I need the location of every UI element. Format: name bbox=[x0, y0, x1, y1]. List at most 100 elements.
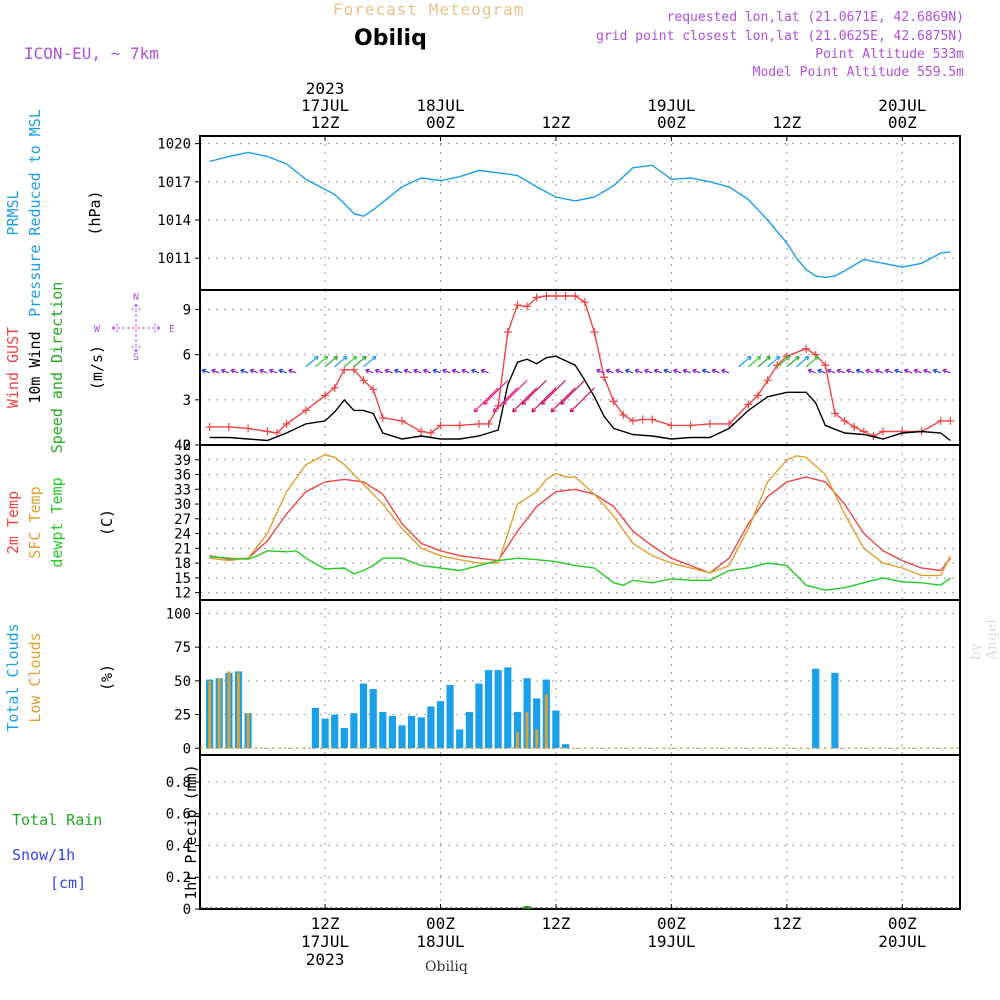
wind-arrow-head bbox=[550, 407, 556, 413]
wind-arrow bbox=[933, 369, 941, 374]
ytick-label: 1020 bbox=[157, 137, 191, 153]
wind-arrow bbox=[796, 356, 810, 368]
ylabel: Low Clouds bbox=[26, 632, 44, 722]
wind-arrow-head bbox=[394, 368, 399, 374]
series-2m-temp bbox=[209, 476, 951, 574]
wind-arrow bbox=[324, 356, 338, 368]
wind-arrow-head bbox=[817, 368, 822, 374]
wind-arrow bbox=[692, 369, 701, 374]
gust-marker bbox=[523, 302, 532, 311]
wind-arrow-head bbox=[259, 368, 264, 374]
wind-arrow-head bbox=[560, 400, 565, 405]
wind-arrow bbox=[721, 369, 730, 374]
wind-arrow-head bbox=[884, 368, 890, 374]
chart-panels: 1011 1014 1017 1020 PRMSL Pressure Reduced to… bbox=[4, 109, 961, 918]
wind-arrow bbox=[334, 356, 348, 368]
gust-marker bbox=[349, 365, 358, 374]
wind-arrow bbox=[452, 369, 460, 374]
wind-arrow bbox=[644, 369, 653, 374]
total-cloud-bar bbox=[379, 711, 387, 749]
gust-marker bbox=[330, 383, 339, 392]
wind-arrow-head bbox=[249, 368, 255, 374]
ylabel: Wind GUST bbox=[4, 327, 22, 408]
wind-arrow bbox=[413, 369, 422, 374]
wind-arrow bbox=[569, 387, 595, 413]
wind-arrow bbox=[605, 369, 614, 374]
wind-arrow-head bbox=[721, 368, 726, 374]
ytick-label: 75 bbox=[174, 640, 191, 656]
gridpoint-coords: grid point closest lon,lat (21.0625E, 42… bbox=[596, 29, 964, 44]
low-cloud-bar bbox=[237, 672, 240, 749]
low-cloud-bar bbox=[544, 694, 548, 749]
total-cloud-bar bbox=[369, 689, 377, 749]
time-label-bottom: 00Z bbox=[426, 914, 455, 933]
wind-arrow-head bbox=[278, 368, 284, 374]
wind-arrow-head bbox=[240, 368, 245, 374]
wind-arrow bbox=[747, 356, 761, 368]
ytick-label: 0 bbox=[183, 438, 191, 454]
total-cloud-bar bbox=[465, 711, 473, 749]
wind-arrow-head bbox=[624, 368, 630, 374]
low-cloud-bar bbox=[208, 680, 212, 749]
wind-arrow bbox=[394, 369, 403, 374]
wind-arrow bbox=[894, 369, 903, 374]
wind-arrow-head bbox=[432, 368, 438, 374]
panel-frame bbox=[199, 754, 961, 910]
time-label-bottom: 00Z bbox=[657, 914, 686, 933]
model-altitude: Model Point Altitude 559.5m bbox=[752, 65, 964, 80]
wind-arrow bbox=[767, 356, 781, 368]
wind-arrow bbox=[483, 379, 509, 405]
gust-marker bbox=[753, 391, 762, 400]
total-cloud-bar bbox=[446, 684, 454, 749]
gust-marker bbox=[484, 419, 493, 428]
ylabel: (C) bbox=[98, 509, 116, 536]
ylabel: Total Clouds bbox=[4, 623, 22, 731]
total-cloud-bar bbox=[552, 710, 560, 749]
ytick-label: 33 bbox=[174, 482, 191, 498]
gust-marker bbox=[936, 416, 945, 425]
wind-arrow-head bbox=[692, 368, 697, 374]
watermark: by Angel bbox=[968, 619, 1000, 660]
wind-arrow-head bbox=[807, 368, 813, 374]
ytick-label: 1011 bbox=[157, 251, 191, 267]
wind-arrow-head bbox=[413, 368, 418, 374]
ytick-label: 0.4 bbox=[166, 838, 191, 854]
series-prmsl bbox=[209, 151, 951, 279]
wind-arrow-head bbox=[756, 355, 762, 361]
time-label-bottom: 20JUL bbox=[878, 932, 926, 951]
gust-marker bbox=[821, 361, 830, 370]
ytick-label: 1014 bbox=[157, 213, 191, 229]
wind-arrow bbox=[682, 369, 691, 374]
point-altitude: Point Altitude 533m bbox=[815, 47, 964, 62]
wind-arrow bbox=[550, 387, 576, 413]
gust-marker bbox=[840, 416, 849, 425]
wind-arrow-head bbox=[682, 368, 688, 374]
ytick-label: 36 bbox=[174, 468, 191, 484]
ytick-label: 15 bbox=[174, 571, 191, 587]
total-cloud-bar bbox=[340, 728, 348, 749]
panel-wind: 0 3 6 9 Wind GUST 10m Wind Speed and Direction… bbox=[4, 282, 961, 454]
series-dewpt-temp bbox=[209, 550, 951, 591]
wind-arrow bbox=[423, 369, 432, 374]
gust-marker bbox=[628, 416, 637, 425]
wind-arrow-head bbox=[942, 368, 947, 374]
wind-arrow bbox=[201, 369, 210, 374]
gust-marker bbox=[763, 376, 772, 385]
wind-arrow bbox=[634, 369, 643, 374]
time-label-top: 17JUL bbox=[301, 96, 349, 115]
wind-arrow-head bbox=[875, 368, 880, 374]
time-label-top: 12Z bbox=[541, 113, 570, 132]
wind-arrow-head bbox=[374, 368, 380, 374]
total-cloud-bar bbox=[427, 706, 435, 749]
wind-arrow bbox=[827, 369, 836, 374]
station-name: Obiliq bbox=[354, 26, 427, 51]
wind-arrow-head bbox=[795, 355, 800, 361]
wind-arrow bbox=[711, 369, 720, 374]
wind-arrow-head bbox=[268, 368, 274, 374]
requested-coords: requested lon,lat (21.0671E, 42.6869N) bbox=[666, 10, 964, 25]
wind-arrow-head bbox=[865, 368, 870, 374]
ytick-label: 21 bbox=[174, 541, 191, 557]
gust-marker bbox=[426, 428, 435, 437]
total-cloud-bar bbox=[562, 744, 570, 749]
